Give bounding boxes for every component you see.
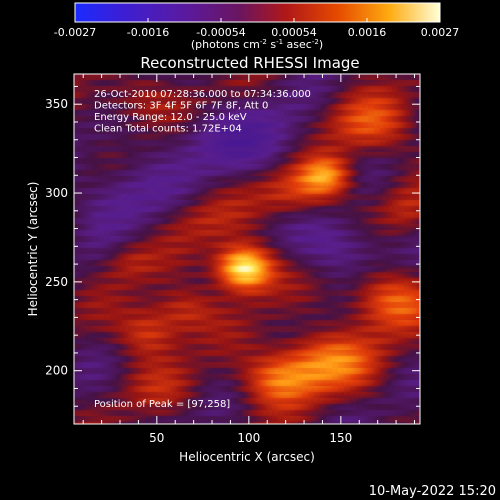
axis-ticks: 50 100 150 200 250 300 350 [45, 74, 420, 445]
y-axis-label: Heliocentric Y (arcsec) [26, 182, 40, 317]
colorbar-tick-label: -0.0016 [127, 26, 169, 39]
colorbar-unit-label: (photons cm-2 s-1 asec-2) [191, 38, 323, 51]
chart-title: Reconstructed RHESSI Image [140, 54, 359, 72]
colorbar-tick-label: 0.00054 [271, 26, 317, 39]
info-line: 26-Oct-2010 07:28:36.000 to 07:34:36.000 [94, 89, 311, 100]
x-tick-label: 100 [237, 431, 260, 445]
colorbar-ticks: -0.0027 -0.0016 -0.00054 0.00054 0.0016 0.002… [54, 18, 459, 39]
colorbar-tick-label: -0.0027 [54, 26, 96, 39]
colorbar-tick-label: 0.0016 [348, 26, 387, 39]
info-line: Clean Total counts: 1.72E+04 [94, 124, 242, 135]
info-line: Detectors: 3F 4F 5F 6F 7F 8F, Att 0 [94, 101, 268, 112]
plot-frame [73, 73, 421, 425]
y-tick-label: 300 [45, 186, 68, 200]
info-annotations: 26-Oct-2010 07:28:36.000 to 07:34:36.000… [94, 89, 311, 135]
y-tick-label: 250 [45, 275, 68, 289]
y-tick-label: 350 [45, 97, 68, 111]
info-line: Energy Range: 12.0 - 25.0 keV [94, 112, 247, 123]
colorbar [74, 2, 441, 23]
colorbar-tick-label: -0.00054 [196, 26, 245, 39]
colorbar-tick-label: 0.0027 [421, 26, 460, 39]
peak-position-label: Position of Peak = [97,258] [94, 399, 230, 410]
x-tick-label: 150 [329, 431, 352, 445]
x-tick-label: 50 [149, 431, 164, 445]
heatmap-image [74, 74, 420, 424]
y-tick-label: 200 [45, 364, 68, 378]
heatmap-wrapper [74, 74, 420, 424]
timestamp: 10-May-2022 15:20 [369, 484, 496, 499]
x-axis-label: Heliocentric X (arcsec) [179, 450, 315, 464]
